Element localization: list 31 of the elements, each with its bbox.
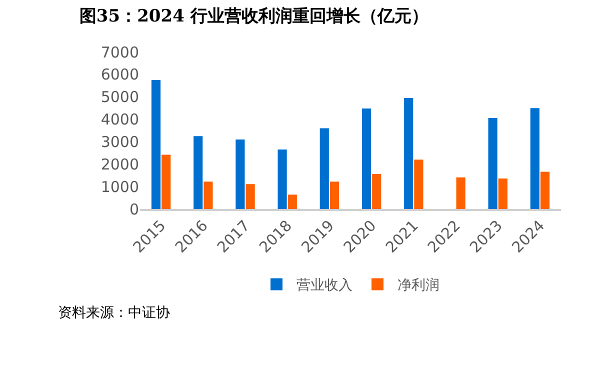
chart-title: 图35：2024 行业营收利润重回增长（亿元） bbox=[79, 6, 428, 26]
bar bbox=[194, 136, 203, 209]
bar bbox=[498, 178, 508, 209]
bar bbox=[404, 98, 414, 209]
bar bbox=[278, 150, 287, 209]
y-tick-label: 5000 bbox=[100, 88, 139, 106]
bar bbox=[488, 118, 498, 209]
bar bbox=[330, 182, 340, 209]
bar bbox=[414, 160, 424, 209]
bar bbox=[372, 174, 382, 209]
bar bbox=[246, 184, 255, 209]
y-tick-label: 3000 bbox=[100, 132, 139, 151]
bar bbox=[530, 108, 540, 209]
bar bbox=[151, 80, 161, 209]
bar bbox=[456, 177, 466, 209]
bar bbox=[204, 182, 213, 209]
bar bbox=[362, 108, 372, 209]
y-tick-label: 2000 bbox=[100, 155, 139, 174]
legend-label: 营业收入 bbox=[296, 278, 352, 294]
bar bbox=[540, 172, 550, 209]
bar bbox=[288, 194, 297, 209]
bar bbox=[236, 139, 245, 209]
y-tick-label: 4000 bbox=[100, 110, 139, 129]
y-tick-label: 0 bbox=[129, 200, 139, 218]
bar bbox=[320, 128, 329, 209]
y-tick-label: 6000 bbox=[100, 66, 139, 84]
y-tick-label: 7000 bbox=[100, 43, 139, 62]
text: 资料来源：中证协 bbox=[58, 305, 170, 321]
y-tick-label: 1000 bbox=[100, 178, 139, 196]
bar bbox=[162, 154, 171, 209]
legend-label: 净利润 bbox=[398, 278, 440, 294]
